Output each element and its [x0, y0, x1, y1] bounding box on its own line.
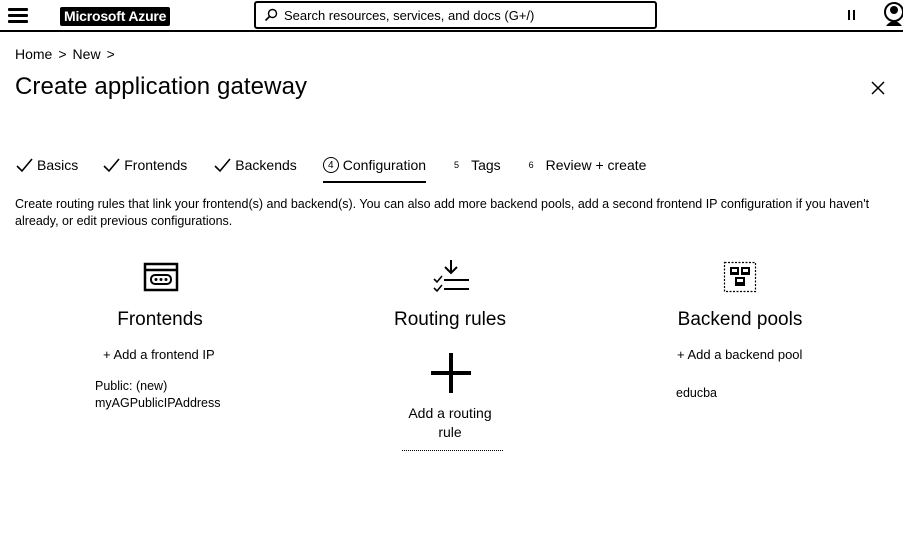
- step-number-badge: 4: [322, 157, 339, 173]
- tab-label: Basics: [37, 157, 79, 173]
- focus-underline: [402, 450, 503, 451]
- checkmark-icon: [103, 158, 120, 173]
- tab-basics[interactable]: Basics: [15, 152, 78, 178]
- step-number: 6: [528, 160, 534, 170]
- close-icon[interactable]: [869, 79, 887, 97]
- tab-label: Review + create: [545, 157, 647, 173]
- tab-label: Configuration: [342, 157, 427, 173]
- backend-pool-entry[interactable]: educba: [676, 386, 718, 400]
- hamburger-menu-icon[interactable]: [8, 8, 28, 24]
- checkmark-icon: [16, 158, 33, 173]
- backend-pools-title: Backend pools: [677, 309, 803, 330]
- frontends-title: Frontends: [117, 309, 203, 330]
- tab-configuration[interactable]: 4 Configuration: [322, 152, 427, 183]
- tab-backends[interactable]: Backends: [213, 152, 297, 178]
- tab-label: Backends: [235, 157, 297, 173]
- frontend-ip-type: Public: (new): [95, 379, 168, 393]
- account-avatar-icon[interactable]: [877, 0, 903, 30]
- cloud-shell-icon[interactable]: [848, 10, 858, 22]
- search-input[interactable]: [284, 5, 644, 25]
- breadcrumb-separator: >: [58, 46, 67, 62]
- add-routing-rule-label-line1: Add a routing: [408, 405, 492, 421]
- frontend-ip-icon: [143, 262, 179, 292]
- checkmark-icon: [214, 158, 231, 173]
- step-number: 5: [454, 160, 460, 170]
- routing-rules-title: Routing rules: [394, 309, 506, 330]
- breadcrumb-new-link[interactable]: New: [72, 46, 101, 62]
- global-search-box[interactable]: [254, 1, 657, 29]
- wizard-tabs: Basics Frontends Backends 4 Configuratio…: [15, 152, 646, 184]
- azure-brand-logo[interactable]: Microsoft Azure: [60, 7, 171, 26]
- tab-label: Tags: [471, 157, 501, 173]
- tab-tags[interactable]: 5 Tags: [448, 152, 501, 178]
- add-routing-rule-plus-icon[interactable]: [430, 352, 472, 394]
- search-icon: [264, 8, 278, 22]
- breadcrumb: Home > New >: [15, 46, 115, 62]
- frontend-ip-name: myAGPublicIPAddress: [95, 396, 221, 410]
- breadcrumb-home-link[interactable]: Home: [15, 46, 53, 62]
- tab-label: Frontends: [124, 157, 188, 173]
- tab-frontends[interactable]: Frontends: [102, 152, 187, 178]
- add-frontend-ip-link[interactable]: + Add a frontend IP: [103, 347, 215, 362]
- top-bar: Microsoft Azure: [0, 0, 903, 32]
- breadcrumb-separator: >: [106, 46, 115, 62]
- add-routing-rule-label-line2: rule: [438, 424, 462, 440]
- frontend-ip-entry[interactable]: Public: (new) myAGPublicIPAddress: [95, 378, 221, 412]
- add-backend-pool-link[interactable]: + Add a backend pool: [677, 347, 803, 362]
- configuration-description: Create routing rules that link your fron…: [15, 197, 870, 228]
- routing-rules-icon: [433, 260, 469, 293]
- tab-review-create[interactable]: 6 Review + create: [523, 152, 647, 178]
- add-routing-rule-button[interactable]: Add a routing rule: [395, 404, 505, 442]
- backend-pool-icon: [723, 261, 757, 293]
- page-title: Create application gateway: [15, 73, 308, 100]
